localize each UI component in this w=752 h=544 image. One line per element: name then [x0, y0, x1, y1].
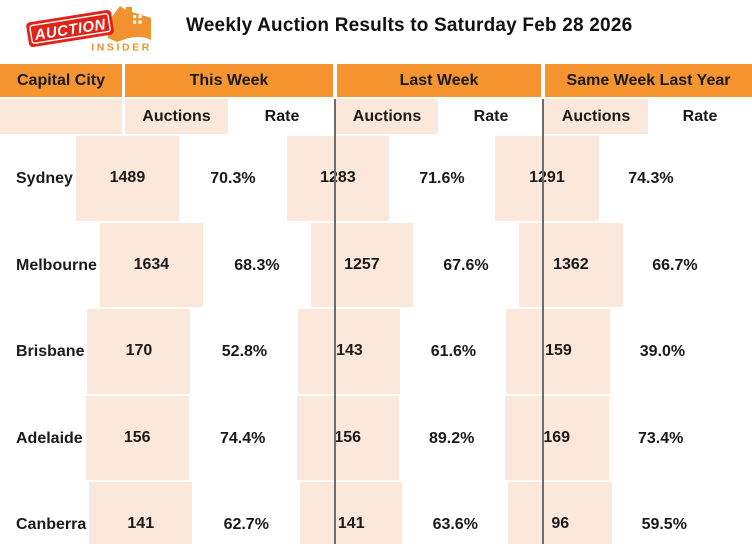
auction-insider-logo: AUCTION INSIDER: [26, 6, 152, 54]
last-week-auctions-cell: 141: [300, 482, 403, 544]
this-week-auctions-cell: 1634: [99, 222, 203, 309]
same-week-last-year-header: Same Week Last Year: [545, 64, 752, 97]
same-week-rate-cell: 39.0%: [639, 343, 686, 361]
this-week-rate-cell: 74.4%: [220, 429, 266, 447]
last-week-auctions-subheader: Auctions: [336, 99, 438, 134]
last-week-auctions-cell: 1283: [286, 136, 389, 223]
last-week-rate-cell: 71.6%: [419, 170, 465, 188]
table-row-canberra: Canberra 141 62.7% 141 63.6% 96 59.5%: [0, 482, 752, 544]
this-week-auctions-cell: 156: [85, 395, 189, 482]
last-week-auctions-cell: 156: [296, 395, 399, 482]
group-divider-line-2: [542, 99, 544, 544]
empty-subheader-cell: [0, 99, 122, 134]
same-week-auctions-cell: 169: [504, 395, 609, 482]
table-group-header-row: Capital City This Week Last Week Same We…: [0, 64, 752, 97]
page-title: Weekly Auction Results to Saturday Feb 2…: [186, 15, 633, 36]
this-week-rate-subheader: Rate: [264, 107, 300, 125]
table-row-melbourne: Melbourne 1634 68.3% 1257 67.6% 1362 66.…: [0, 222, 752, 309]
this-week-auctions-cell: 141: [89, 482, 193, 544]
city-cell: Sydney: [16, 170, 73, 188]
table-row-brisbane: Brisbane 170 52.8% 143 61.6% 159 39.0%: [0, 309, 752, 396]
last-week-rate-subheader: Rate: [473, 107, 509, 125]
city-cell: Adelaide: [16, 429, 83, 447]
last-week-rate-cell: 89.2%: [429, 429, 475, 447]
last-week-rate-cell: 61.6%: [430, 343, 477, 361]
last-week-header: Last Week: [337, 64, 541, 97]
table-subheader-row: Auctions Rate Auctions Rate Auctions Rat…: [0, 99, 752, 134]
capital-city-header: Capital City: [0, 64, 122, 97]
last-week-rate-cell: 63.6%: [432, 516, 478, 534]
header-divider: [0, 97, 752, 99]
same-week-auctions-subheader: Auctions: [544, 99, 648, 134]
subheader-divider: [0, 134, 752, 136]
this-week-auctions-cell: 170: [87, 309, 191, 396]
this-week-rate-cell: 70.3%: [210, 170, 256, 188]
group-divider-line-1: [334, 99, 336, 544]
same-week-rate-cell: 73.4%: [638, 429, 684, 447]
last-week-auctions-cell: 1257: [310, 222, 413, 309]
same-week-rate-cell: 66.7%: [652, 256, 698, 274]
same-week-auctions-cell: 1362: [518, 222, 623, 309]
same-week-rate-subheader: Rate: [682, 107, 718, 125]
city-cell: Canberra: [16, 516, 87, 534]
same-week-auctions-cell: 96: [508, 482, 613, 544]
same-week-rate-cell: 74.3%: [628, 170, 674, 188]
header-band: AUCTION INSIDER Weekly Auction Results t…: [0, 0, 752, 64]
city-cell: Melbourne: [16, 256, 97, 274]
this-week-header: This Week: [125, 64, 333, 97]
this-week-rate-cell: 68.3%: [234, 256, 280, 274]
same-week-auctions-cell: 159: [506, 309, 611, 396]
city-cell: Brisbane: [16, 343, 85, 361]
last-week-auctions-cell: 143: [298, 309, 401, 396]
table-row-sydney: Sydney 1489 70.3% 1283 71.6% 1291 74.3%: [0, 136, 752, 223]
this-week-auctions-subheader: Auctions: [125, 99, 228, 134]
logo-tagline-text: INSIDER: [91, 42, 152, 54]
this-week-auctions-cell: 1489: [75, 136, 179, 223]
this-week-rate-cell: 62.7%: [223, 516, 269, 534]
house-icon: [108, 6, 151, 42]
table-row-adelaide: Adelaide 156 74.4% 156 89.2% 169 73.4%: [0, 395, 752, 482]
this-week-rate-cell: 52.8%: [221, 343, 268, 361]
same-week-rate-cell: 59.5%: [641, 516, 687, 534]
same-week-auctions-cell: 1291: [494, 136, 599, 223]
last-week-rate-cell: 67.6%: [443, 256, 489, 274]
